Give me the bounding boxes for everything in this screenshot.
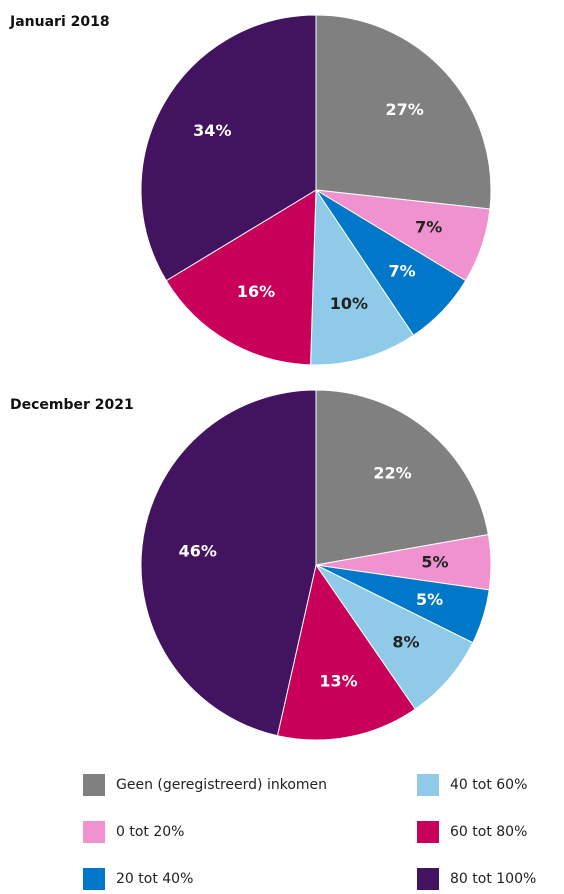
- slice-label: 46%: [179, 541, 217, 560]
- slice-label: 34%: [193, 121, 231, 140]
- slice-label: 8%: [392, 632, 419, 651]
- legend-label: 20 tot 40%: [116, 871, 193, 887]
- legend-swatch: [83, 774, 105, 796]
- slice-label: 7%: [415, 218, 442, 237]
- legend-label: 40 tot 60%: [450, 777, 527, 793]
- pie-slice: [314, 563, 474, 710]
- legend-label: Geen (geregistreerd) inkomen: [116, 777, 327, 793]
- slice-label: 13%: [319, 671, 357, 690]
- pie-slice: [140, 14, 317, 282]
- slice-label: 16%: [237, 282, 275, 301]
- pie-slice: [310, 188, 415, 366]
- pie-slice: [165, 189, 317, 366]
- legend-swatch: [417, 868, 439, 890]
- legend-label: 60 tot 80%: [450, 824, 527, 840]
- slice-label: 5%: [421, 553, 448, 572]
- slice-label: 27%: [385, 100, 423, 119]
- pie-slice: [276, 563, 416, 741]
- slice-label: 10%: [330, 294, 368, 313]
- pie-slice: [140, 389, 317, 737]
- slice-label: 5%: [416, 590, 443, 609]
- legend-swatch: [417, 821, 439, 843]
- slice-label: 7%: [388, 262, 415, 281]
- pie-slice: [315, 389, 489, 566]
- legend-swatch: [417, 774, 439, 796]
- slice-label: 22%: [373, 463, 411, 482]
- legend-swatch: [83, 868, 105, 890]
- legend-label: 0 tot 20%: [116, 824, 184, 840]
- legend-swatch: [83, 821, 105, 843]
- legend-label: 80 tot 100%: [450, 871, 536, 887]
- chart-title: Januari 2018: [9, 14, 110, 30]
- pie-slice: [315, 14, 492, 210]
- chart-title: December 2021: [10, 397, 134, 413]
